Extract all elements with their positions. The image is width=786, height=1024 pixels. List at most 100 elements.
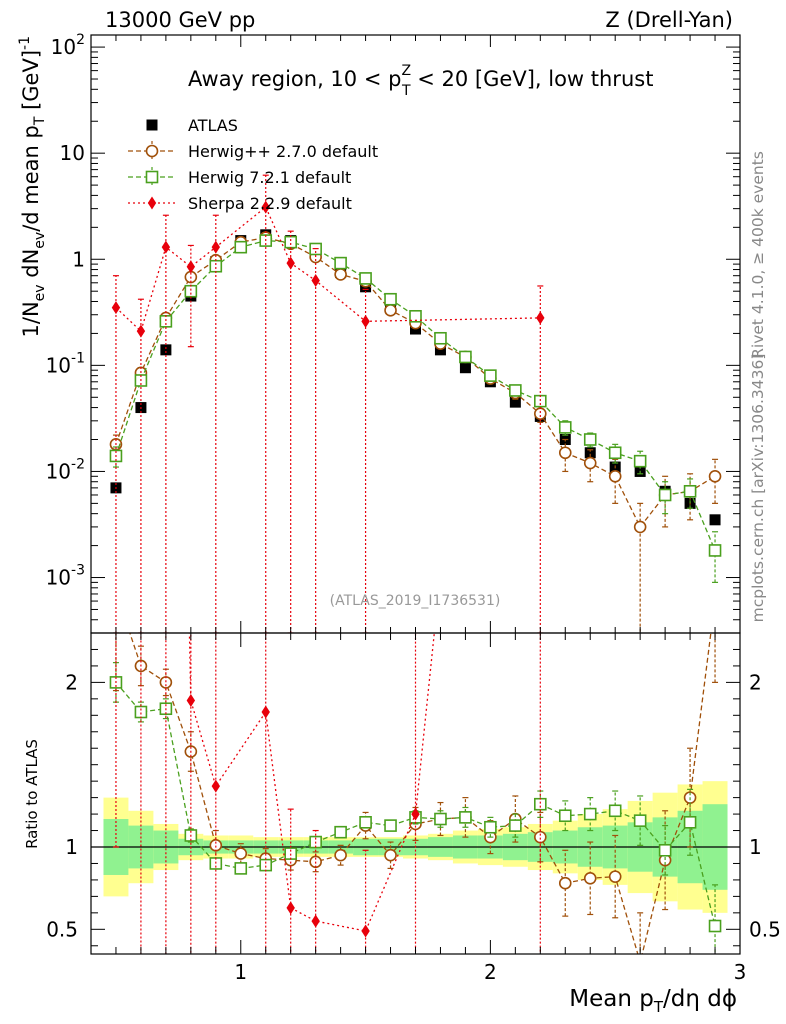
herwig7-series <box>109 234 722 583</box>
ratio-y-label: Ratio to ATLAS <box>23 739 41 849</box>
herwigpp-point <box>608 469 622 483</box>
y-tick-label: 1 <box>65 835 78 859</box>
herwigpp-point <box>334 848 347 862</box>
atlas-series <box>110 229 721 526</box>
ratio-plot-area <box>91 141 740 954</box>
analysis-watermark: (ATLAS_2019_I1736531) <box>330 593 501 609</box>
y-tick-label: 2 <box>65 670 78 694</box>
herwig7-point <box>608 804 622 818</box>
herwigpp-point <box>384 848 397 862</box>
main-y-label: 1/Nev dNev/d mean pT [GeV]-1 <box>17 36 48 337</box>
herwig7-point <box>409 309 422 323</box>
legend-item-sherpa: Sherpa 2.2.9 default <box>128 194 352 213</box>
x-tick-label: 2 <box>484 960 497 984</box>
herwigpp-point <box>534 407 547 421</box>
herwigpp-series <box>109 231 722 633</box>
herwigpp-point <box>334 268 347 281</box>
herwig7-point <box>683 816 697 829</box>
x-tick-label: 1 <box>234 960 247 984</box>
herwigpp-point <box>209 839 223 852</box>
x-tick-label: 3 <box>734 960 747 984</box>
sherpa-point <box>137 141 145 154</box>
atlas-point <box>584 447 596 459</box>
sherpa-point <box>311 914 320 928</box>
sherpa-point <box>286 901 295 915</box>
herwigpp-point <box>534 830 547 844</box>
process-label: Z (Drell-Yan) <box>605 8 733 32</box>
y-tick-label: 1 <box>72 247 85 271</box>
legend-label: Herwig++ 2.7.0 default <box>188 142 378 161</box>
legend: ATLAS Herwig++ 2.7.0 default Herwig 7.2.1 … <box>128 116 378 213</box>
herwig7-point <box>708 544 722 557</box>
herwig7-point <box>334 256 347 270</box>
sherpa-point <box>261 200 270 214</box>
atlas-point <box>509 396 521 408</box>
sherpa-point <box>311 274 320 288</box>
herwig7-point <box>583 433 597 446</box>
herwigpp-point <box>558 446 572 460</box>
herwig7-point <box>359 272 372 285</box>
herwigpp-point <box>159 676 173 689</box>
sherpa-point <box>161 240 171 254</box>
herwig7-point <box>384 292 397 306</box>
herwig7-point <box>658 488 672 502</box>
y-tick-label-right: 2 <box>749 670 762 694</box>
herwig7-point <box>608 446 622 460</box>
herwig7-point <box>134 705 148 719</box>
sherpa-point <box>286 256 295 270</box>
y-tick-label-right: 0.5 <box>749 917 781 941</box>
mcplots-label: mcplots.cern.ch [arXiv:1306.3436] <box>749 354 767 623</box>
herwig7-point <box>459 350 472 364</box>
herwig7-point <box>434 331 447 345</box>
herwig7-line <box>115 239 716 551</box>
herwig7-point <box>633 454 647 468</box>
sherpa-line <box>188 633 435 932</box>
herwig7-point <box>534 797 547 811</box>
herwig7-point <box>558 809 572 823</box>
legend-marker <box>145 144 159 158</box>
herwigpp-point <box>583 871 597 885</box>
herwigpp-point <box>708 469 722 483</box>
herwig7-point <box>284 235 297 249</box>
sherpa-point <box>186 693 196 707</box>
sherpa-point <box>411 807 420 821</box>
legend-label: Sherpa 2.2.9 default <box>188 194 352 213</box>
herwigpp-point <box>384 304 397 317</box>
x-axis-label: Mean pT/dη dϕ <box>569 986 737 1016</box>
ratio-panel: 1 2 30.5 0.51 12 2 Ratio to ATLAS Mean pT/dη … <box>23 141 781 1016</box>
rivet-label: Rivet 4.1.0, ≥ 400k events <box>749 151 767 359</box>
legend-marker <box>145 170 159 184</box>
sherpa-point <box>536 311 545 325</box>
herwig7-point <box>259 858 273 872</box>
herwig7-point <box>484 820 497 834</box>
sherpa-point <box>361 924 370 938</box>
herwig7-point <box>184 284 198 298</box>
sherpa-series <box>111 174 545 633</box>
herwig7-point <box>434 812 447 826</box>
main-panel: 10-3 10-2 10-1 1 10 102 Away region, 10 < pZ T… <box>17 32 741 634</box>
herwigpp-point <box>558 876 572 890</box>
main-plot-area <box>109 174 722 633</box>
sherpa-point <box>211 779 221 793</box>
herwig7-point <box>159 315 173 328</box>
ratio-frame <box>90 632 741 955</box>
y-tick-label: 10-1 <box>46 350 85 377</box>
y-tick-label: 10-3 <box>46 563 85 590</box>
sherpa-line <box>115 206 541 333</box>
y-tick-label-right: 1 <box>749 835 762 859</box>
herwig7-point <box>509 384 522 397</box>
herwig7-point <box>484 369 497 382</box>
sherpa-point <box>361 314 370 328</box>
sherpa-ratio-series <box>112 141 541 954</box>
herwig7-point <box>334 825 347 839</box>
atlas-point <box>160 344 172 356</box>
main-title: Away region, 10 < pZ T < 20 [GeV], low th… <box>188 63 653 99</box>
y-tick-label: 0.5 <box>46 917 78 941</box>
ratio-axes: 1 2 30.5 0.51 12 2 <box>46 632 781 984</box>
herwig7-point <box>234 240 248 254</box>
legend-marker <box>147 196 157 210</box>
herwig7-point <box>234 862 248 875</box>
y-tick-label: 10 <box>60 141 85 165</box>
legend-label: Herwig 7.2.1 default <box>188 168 351 187</box>
herwig7-point <box>708 919 722 933</box>
